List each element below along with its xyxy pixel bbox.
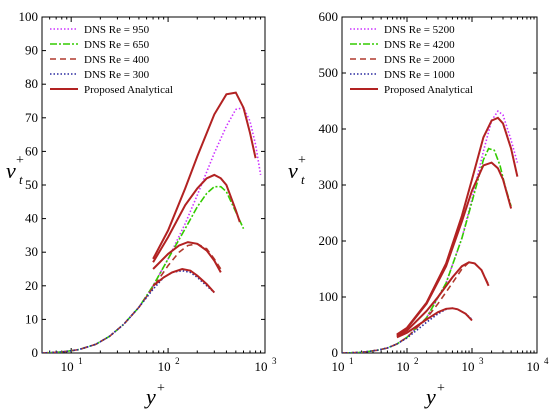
y-tick-label: 0	[332, 345, 339, 360]
analytical-curve	[396, 161, 513, 336]
left-xlabel-sup: +	[157, 381, 165, 396]
analytical-curve	[152, 91, 257, 260]
x-tick-label: 10	[397, 359, 410, 374]
series-line-dns-re-400	[42, 242, 222, 353]
series-line-dns-re-300	[42, 269, 215, 353]
legend-label: DNS Re = 4200	[384, 39, 455, 51]
legend-label: DNS Re = 2000	[384, 54, 455, 66]
analytical-curve	[396, 116, 519, 336]
y-tick-label: 60	[25, 143, 38, 158]
y-tick-label: 50	[25, 177, 38, 192]
legend-label: DNS Re = 300	[84, 69, 150, 81]
analytical-curve	[396, 261, 490, 338]
right-ylabel-sub: t	[301, 172, 305, 187]
x-tick-exponent: 2	[414, 356, 419, 366]
left-ylabel: ν + t	[6, 153, 24, 187]
legend-label: DNS Re = 650	[84, 39, 150, 51]
x-tick-exponent: 3	[479, 356, 484, 366]
y-tick-label: 400	[319, 121, 339, 136]
analytical-curve	[152, 267, 216, 294]
left-ylabel-sub: t	[19, 172, 23, 187]
y-tick-label: 100	[19, 9, 39, 24]
x-tick-label: 10	[255, 359, 268, 374]
legend-label: DNS Re = 400	[84, 54, 150, 66]
legend-label: Proposed Analytical	[84, 84, 173, 96]
y-tick-label: 30	[25, 244, 38, 259]
legend-label: DNS Re = 5200	[384, 24, 455, 36]
left-xlabel-base: y	[144, 384, 156, 409]
left-plot-frame	[41, 16, 266, 354]
analytical-curve	[152, 173, 241, 263]
right-xlabel-base: y	[424, 384, 436, 409]
series-line-dns-re-650	[42, 185, 245, 353]
right-xlabel: y +	[424, 381, 445, 409]
y-tick-label: 500	[319, 65, 339, 80]
x-tick-label: 10	[61, 359, 74, 374]
legend-label: DNS Re = 1000	[384, 69, 455, 81]
series-line-dns-re-4200	[342, 147, 512, 353]
right-ylabel-sup: +	[298, 153, 306, 168]
x-tick-exponent: 2	[175, 356, 180, 366]
right-ylabel-base: ν	[288, 158, 298, 183]
analytical-curve	[152, 241, 222, 273]
y-tick-label: 0	[32, 345, 39, 360]
plot-area	[342, 109, 519, 353]
analytical-curve	[396, 307, 473, 339]
y-tick-label: 80	[25, 76, 38, 91]
left-ylabel-base: ν	[6, 158, 16, 183]
plot-area	[42, 91, 262, 353]
y-tick-label: 20	[25, 278, 38, 293]
right-ylabel: ν + t	[288, 153, 306, 187]
y-tick-label: 70	[25, 110, 38, 125]
right-xlabel-sup: +	[437, 381, 445, 396]
legend-label: DNS Re = 950	[84, 24, 150, 36]
x-tick-exponent: 3	[272, 356, 277, 366]
y-tick-label: 40	[25, 211, 38, 226]
left-chart-content: 0 10 20 30 40 50 60 70 80 90 100 10 1 10 2 10 3 DNS Re = …	[19, 9, 278, 374]
y-tick-label: 10	[25, 311, 38, 326]
x-tick-label: 10	[332, 359, 345, 374]
x-tick-label: 10	[527, 359, 540, 374]
x-tick-exponent: 1	[349, 356, 354, 366]
y-tick-label: 90	[25, 43, 38, 58]
x-tick-label: 10	[462, 359, 475, 374]
series-line-dns-re-2000	[342, 261, 490, 353]
left-xlabel: y +	[144, 381, 165, 409]
series-line-dns-re-5200	[342, 109, 519, 353]
legend-label: Proposed Analytical	[384, 84, 473, 96]
right-chart-content: 0 100 200 300 400 500 600 10 1 10 2 10 3 10 4 DNS Re = …	[319, 9, 550, 374]
left-ylabel-sup: +	[16, 153, 24, 168]
x-tick-label: 10	[158, 359, 171, 374]
y-tick-label: 600	[319, 9, 339, 24]
y-tick-label: 200	[319, 233, 339, 248]
x-tick-exponent: 4	[544, 356, 549, 366]
series-line-dns-re-950	[42, 106, 262, 353]
x-tick-exponent: 1	[78, 356, 83, 366]
y-tick-label: 300	[319, 177, 339, 192]
y-tick-label: 100	[319, 289, 339, 304]
